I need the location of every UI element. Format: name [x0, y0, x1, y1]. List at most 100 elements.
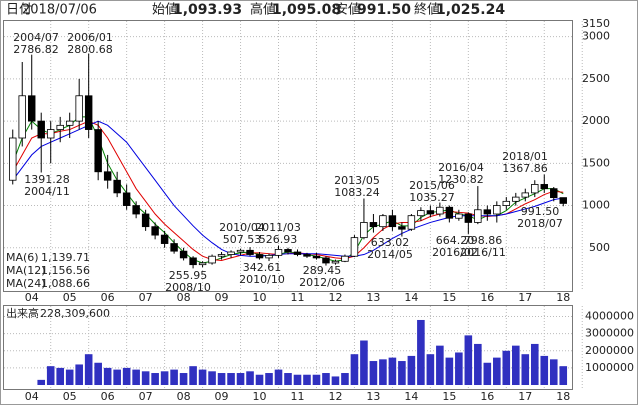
x-tick-label: 15 — [442, 390, 456, 403]
candle-body — [284, 249, 292, 253]
volume-bar — [75, 364, 83, 385]
ma-legend-box — [4, 250, 92, 291]
candle-body — [331, 260, 340, 264]
candle-body — [170, 243, 178, 252]
volume-bar — [189, 366, 197, 385]
y-tick-label: 500 — [589, 241, 610, 254]
annotation: 2800.68 — [67, 43, 113, 56]
candle-body — [436, 206, 444, 215]
annotation: 342.61 — [243, 261, 282, 274]
volume-bar — [455, 352, 463, 385]
volume-bar — [530, 343, 539, 385]
quote-label: 始値 — [152, 2, 178, 18]
volume-bar — [407, 355, 416, 385]
legend-value: 1,088.66 — [41, 277, 90, 290]
volume-bar — [84, 354, 93, 385]
candle-body — [141, 213, 150, 228]
candle-body — [493, 205, 501, 215]
candle-body — [379, 215, 387, 228]
x-tick-label: 12 — [328, 291, 342, 304]
annotation: 1391.28 — [24, 173, 70, 186]
legend-value: 1,156.56 — [41, 264, 90, 277]
annotation: 2016/02 — [432, 246, 478, 259]
x-tick-label: 17 — [518, 390, 532, 403]
candle-body — [217, 254, 226, 257]
volume-bar — [227, 373, 235, 385]
annotation: 2012/06 — [299, 276, 345, 289]
candle-body — [113, 179, 121, 194]
x-tick-label: 14 — [404, 390, 418, 403]
legend-label: MA(24) — [6, 277, 46, 290]
annotation: 1035.27 — [409, 191, 455, 204]
x-tick-label: 08 — [177, 291, 191, 304]
volume-bar — [217, 373, 226, 385]
volume-bar — [417, 319, 425, 385]
x-tick-label: 15 — [442, 291, 456, 304]
volume-bar — [331, 376, 340, 385]
quote-label: 日付 — [6, 3, 32, 18]
candle-body — [265, 254, 273, 259]
candle-body — [540, 184, 548, 190]
annotation: 2786.82 — [13, 43, 59, 56]
volume-bar — [502, 350, 511, 385]
x-tick-label: 08 — [177, 390, 191, 403]
volume-panel — [3, 305, 573, 390]
volume-bar — [369, 361, 378, 385]
x-tick-label: 07 — [139, 390, 153, 403]
annotation: 2004/11 — [24, 185, 70, 198]
candle-body — [474, 209, 482, 223]
volume-bar — [246, 371, 254, 385]
price-panel — [3, 20, 573, 292]
quote-value: 2018/07/06 — [22, 3, 97, 18]
candle-body — [255, 254, 264, 259]
volume-bar — [141, 371, 150, 385]
volume-bar — [426, 354, 435, 385]
y-max-label: 3150 — [582, 17, 610, 30]
annotation: 2006/01 — [67, 31, 113, 44]
x-tick-label: 18 — [556, 291, 570, 304]
candle-body — [369, 222, 378, 228]
x-tick-label: 13 — [366, 390, 380, 403]
annotation: 2011/03 — [255, 221, 301, 234]
volume-bar — [179, 373, 188, 385]
candle-body — [483, 209, 492, 215]
volume-tick-label: 1000000 — [585, 361, 634, 374]
x-tick-label: 11 — [290, 291, 304, 304]
annotation: 2004/07 — [13, 31, 59, 44]
volume-bar — [379, 359, 387, 385]
volume-bar — [521, 354, 530, 385]
volume-bar — [208, 371, 216, 385]
quote-value: 1,093.93 — [173, 2, 242, 18]
candle-body — [417, 210, 425, 217]
annotation: 2014/05 — [367, 248, 413, 261]
volume-bar — [483, 362, 492, 385]
x-tick-label: 07 — [139, 291, 153, 304]
volume-bar — [559, 366, 568, 385]
candle-body — [198, 262, 207, 266]
volume-bar — [493, 357, 501, 385]
quote-label: 終値 — [414, 2, 440, 18]
volume-bar — [360, 340, 368, 385]
x-tick-label: 17 — [518, 291, 532, 304]
annotation: 2010/10 — [239, 273, 285, 286]
volume-bar — [151, 373, 159, 385]
candle-body — [246, 249, 254, 255]
candle-body — [312, 255, 321, 259]
candle-body — [236, 249, 245, 253]
candle-body — [274, 249, 283, 256]
annotation: 289.45 — [303, 264, 342, 277]
volume-bar — [170, 369, 178, 385]
candle-body — [455, 213, 463, 219]
volume-bar — [445, 357, 454, 385]
volume-bar — [312, 374, 321, 385]
candle-body — [350, 237, 359, 257]
candle-body — [84, 95, 93, 130]
volume-bar — [236, 373, 245, 385]
volume-bar — [322, 373, 330, 385]
volume-bar — [37, 379, 46, 385]
annotation: 1083.24 — [334, 186, 380, 199]
candle-body — [208, 255, 216, 264]
volume-bar — [132, 369, 140, 385]
volume-bar — [65, 369, 74, 385]
